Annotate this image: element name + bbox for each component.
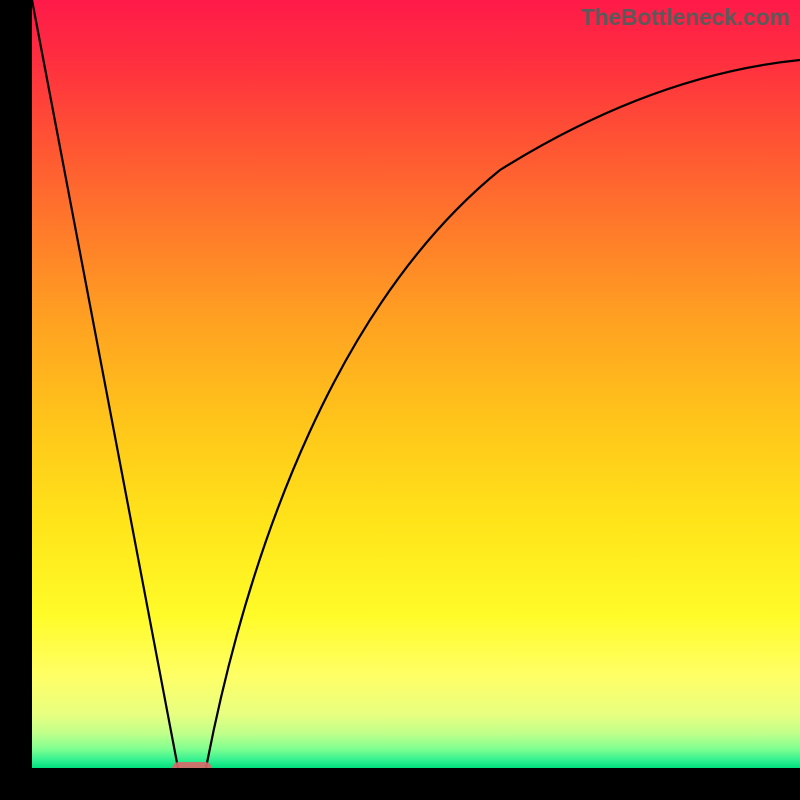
y-axis-border bbox=[0, 0, 32, 800]
chart-container: TheBottleneck.com bbox=[0, 0, 800, 800]
marker-layer bbox=[0, 0, 800, 800]
x-axis-border bbox=[0, 768, 800, 800]
watermark-text: TheBottleneck.com bbox=[581, 4, 790, 31]
